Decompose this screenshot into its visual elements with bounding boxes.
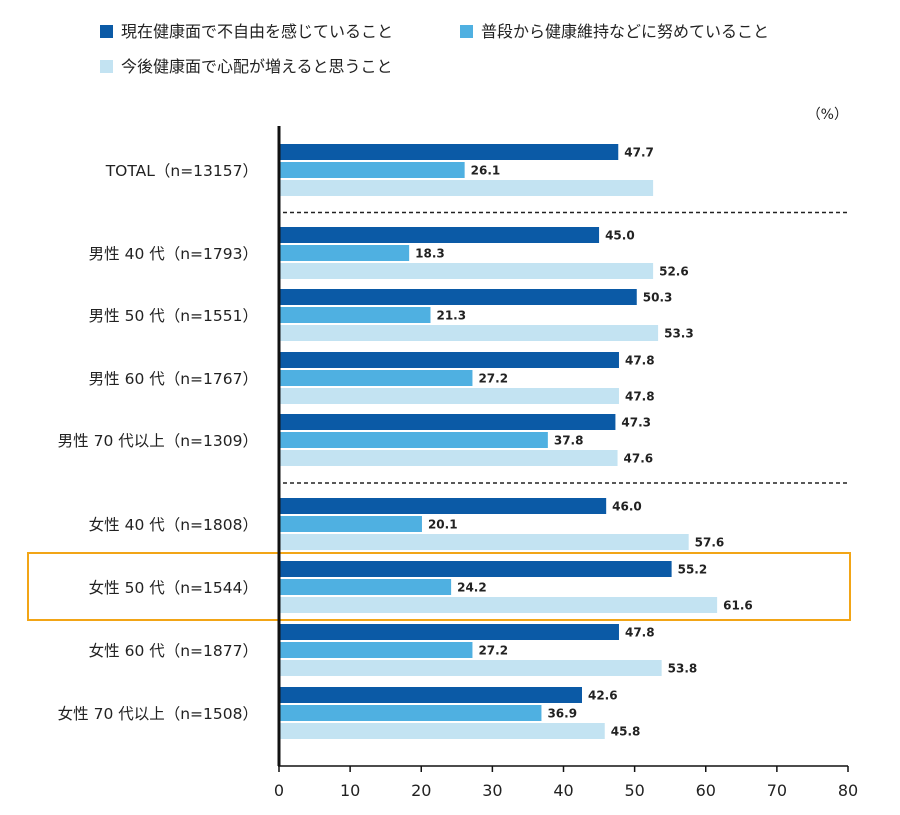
- category-label: 女性 50 代（n=1544）: [89, 578, 258, 597]
- bar: [279, 307, 431, 323]
- value-label: 45.8: [611, 725, 641, 739]
- bar: [279, 579, 452, 595]
- bar: [279, 624, 619, 640]
- bar: [279, 597, 718, 613]
- value-label: 21.3: [436, 309, 466, 323]
- x-tick-label: 50: [624, 781, 644, 800]
- bar: [279, 263, 654, 279]
- category-label: 男性 70 代以上（n=1309）: [58, 432, 258, 450]
- x-tick-label: 40: [553, 781, 573, 800]
- value-label: 47.8: [625, 354, 655, 368]
- x-tick-label: 20: [411, 781, 431, 800]
- value-label: 57.6: [695, 536, 725, 550]
- category-label: 女性 40 代（n=1808）: [89, 515, 258, 534]
- value-label: 27.2: [478, 644, 508, 658]
- category-label: TOTAL（n=13157）: [105, 162, 258, 180]
- legend-item-health-maintenance: 普段から健康維持などに努めていること: [460, 22, 769, 42]
- category-label: 男性 60 代（n=1767）: [89, 370, 258, 388]
- category-label: 男性 50 代（n=1551）: [89, 307, 258, 325]
- value-label: 52.6: [659, 265, 689, 279]
- bar-group: 55.2 24.2 61.6 女性 50 代（n=1544）: [89, 561, 753, 613]
- legend-label: 普段から健康維持などに努めていること: [481, 22, 770, 41]
- bar: [279, 498, 607, 514]
- highlight-box: [27, 552, 851, 621]
- legend-label: 現在健康面で不自由を感じていること: [121, 22, 394, 41]
- bar: [279, 352, 619, 368]
- value-label: 27.2: [478, 372, 508, 386]
- bar: [279, 370, 473, 386]
- value-label: 47.8: [625, 390, 655, 404]
- bar: [279, 705, 542, 721]
- legend-item-current-inconvenience: 現在健康面で不自由を感じていること: [100, 22, 393, 42]
- bar: [279, 180, 654, 196]
- bar-group: 47.7 26.1 TOTAL（n=13157）: [105, 144, 654, 196]
- bar-group: 47.3 37.8 47.6 男性 70 代以上（n=1309）: [58, 414, 654, 466]
- value-label: 53.3: [664, 327, 694, 341]
- bar: [279, 245, 410, 261]
- value-label: 37.8: [554, 434, 584, 448]
- bar-group: 47.8 27.2 47.8 男性 60 代（n=1767）: [89, 352, 655, 404]
- value-label: 47.3: [621, 416, 651, 430]
- bar-group: 45.0 18.3 52.6 男性 40 代（n=1793）: [89, 227, 689, 279]
- value-label: 55.2: [678, 563, 708, 577]
- bar: [279, 414, 616, 430]
- x-tick-label: 30: [482, 781, 502, 800]
- value-label: 46.0: [612, 500, 642, 514]
- value-label: 47.6: [624, 452, 654, 466]
- legend-swatch: [100, 25, 113, 38]
- bar: [279, 162, 465, 178]
- legend-swatch: [100, 60, 113, 73]
- legend-label: 今後健康面で心配が増えると思うこと: [121, 57, 393, 76]
- value-label: 24.2: [457, 581, 487, 595]
- bar: [279, 325, 659, 341]
- bar: [279, 289, 637, 305]
- x-tick-label: 80: [838, 781, 858, 800]
- x-tick-label: 0: [274, 781, 284, 800]
- bar: [279, 642, 473, 658]
- value-label: 26.1: [471, 164, 501, 178]
- value-label: 45.0: [605, 229, 635, 243]
- bar: [279, 432, 548, 448]
- value-label: 61.6: [723, 599, 753, 613]
- x-tick-label: 10: [340, 781, 360, 800]
- bar: [279, 561, 672, 577]
- bar: [279, 227, 600, 243]
- bar: [279, 516, 422, 532]
- value-label: 47.7: [624, 146, 654, 160]
- x-tick-label: 60: [696, 781, 716, 800]
- value-label: 47.8: [625, 626, 655, 640]
- bar-group: 42.6 36.9 45.8 女性 70 代以上（n=1508）: [58, 687, 641, 739]
- value-label: 50.3: [643, 291, 673, 305]
- bar: [279, 388, 619, 404]
- x-tick-label: 70: [767, 781, 787, 800]
- bar-group: 50.3 21.3 53.3 男性 50 代（n=1551）: [89, 289, 694, 341]
- value-label: 42.6: [588, 689, 618, 703]
- category-label: 女性 60 代（n=1877）: [89, 641, 258, 660]
- bar: [279, 144, 619, 160]
- unit-label: （%）: [806, 107, 848, 123]
- category-label: 男性 40 代（n=1793）: [89, 245, 258, 263]
- legend-swatch: [460, 25, 473, 38]
- bar-group: 46.0 20.1 57.6 女性 40 代（n=1808）: [89, 498, 725, 550]
- bar: [279, 534, 689, 550]
- value-label: 53.8: [668, 662, 698, 676]
- value-label: 18.3: [415, 247, 445, 261]
- bar: [279, 723, 605, 739]
- bar: [279, 687, 582, 703]
- category-label: 女性 70 代以上（n=1508）: [58, 704, 258, 723]
- value-label: 20.1: [428, 518, 458, 532]
- bar: [279, 450, 618, 466]
- bar: [279, 660, 662, 676]
- legend-item-future-concern: 今後健康面で心配が増えると思うこと: [100, 57, 393, 77]
- value-label: 36.9: [547, 707, 577, 721]
- bar-group: 47.8 27.2 53.8 女性 60 代（n=1877）: [89, 624, 698, 676]
